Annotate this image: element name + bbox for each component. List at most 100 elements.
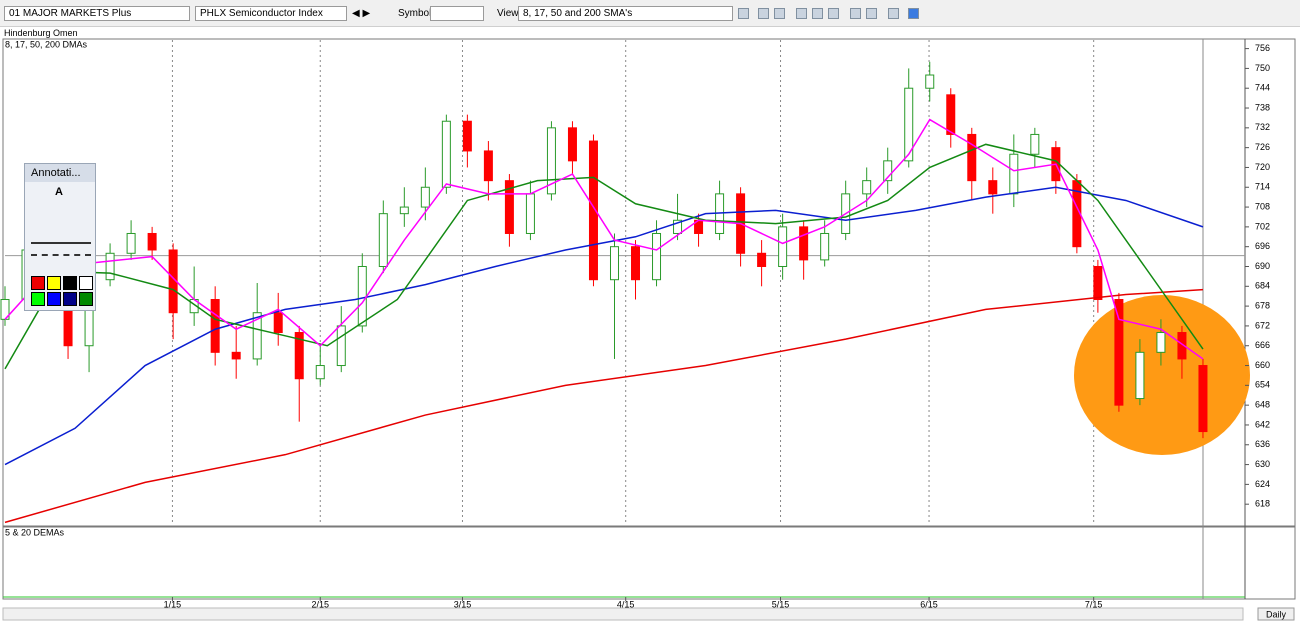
symbol-input[interactable]	[430, 6, 484, 21]
text-tool[interactable]: A	[55, 186, 63, 198]
candle-body	[673, 219, 683, 234]
color-swatch[interactable]	[47, 276, 61, 290]
y-tick-label: 648	[1255, 400, 1270, 410]
nav-arrows[interactable]: ◀ ▶	[352, 8, 371, 19]
candle-body	[967, 133, 977, 182]
y-tick-label: 642	[1255, 419, 1270, 429]
zoom-button[interactable]	[796, 8, 807, 19]
tool-button[interactable]	[774, 8, 785, 19]
x-tick-label: 4/15	[617, 599, 635, 609]
index-dropdown[interactable]: PHLX Semiconductor Index	[195, 6, 347, 21]
color-swatch[interactable]	[31, 292, 45, 306]
candle-body	[588, 140, 598, 281]
candle-body	[189, 299, 199, 314]
line-style[interactable]	[31, 254, 91, 256]
color-swatch[interactable]	[63, 276, 77, 290]
candle-body	[210, 299, 220, 353]
y-tick-label: 696	[1255, 241, 1270, 251]
candle-body	[252, 312, 262, 360]
candle-body	[988, 180, 998, 195]
candle-body	[862, 180, 872, 195]
color-swatch[interactable]	[79, 276, 93, 290]
lower-panel	[2, 526, 1296, 600]
chart-label: Hindenburg Omen	[4, 28, 78, 38]
candle-body	[168, 249, 178, 314]
candle-body	[736, 193, 746, 254]
y-tick-label: 624	[1255, 479, 1270, 489]
candle-body	[778, 226, 788, 267]
y-tick-label: 636	[1255, 439, 1270, 449]
candle-body	[925, 74, 935, 89]
period: Daily	[1266, 609, 1287, 619]
candle-body	[1135, 351, 1145, 400]
tool-button[interactable]	[866, 8, 877, 19]
scrollbar[interactable]	[2, 607, 1244, 621]
candle-body	[147, 232, 157, 251]
color-swatch[interactable]	[31, 276, 45, 290]
candle-body	[357, 265, 367, 327]
x-tick-label: 7/15	[1085, 599, 1103, 609]
view-dropdown[interactable]: 8, 17, 50 and 200 SMA's	[518, 6, 733, 21]
toolbar: 01 MAJOR MARKETS Plus PHLX Semiconductor…	[0, 0, 1300, 27]
candle-body	[504, 180, 514, 234]
x-tick-label: 3/15	[454, 599, 472, 609]
candle-body	[694, 219, 704, 234]
color-swatch[interactable]	[63, 292, 77, 306]
tool-button[interactable]	[888, 8, 899, 19]
moving-average	[4, 143, 1204, 370]
tool-button[interactable]	[738, 8, 749, 19]
x-tick-label: 1/15	[164, 599, 182, 609]
candle-body	[525, 193, 535, 234]
main-panel	[2, 38, 1296, 527]
candle-body	[1177, 332, 1187, 360]
y-tick-label: 666	[1255, 340, 1270, 350]
y-tick-label: 702	[1255, 221, 1270, 231]
color-swatch[interactable]	[47, 292, 61, 306]
line-style[interactable]	[31, 242, 91, 244]
candle-body	[336, 325, 346, 367]
candle-body	[1156, 332, 1166, 353]
symbol-label: Symbol:	[398, 8, 435, 19]
candle-body	[546, 127, 556, 195]
y-tick-label: 714	[1255, 182, 1270, 192]
period-button[interactable]	[1257, 607, 1295, 621]
y-tick-label: 726	[1255, 142, 1270, 152]
y-tick-label: 690	[1255, 261, 1270, 271]
zoom-button[interactable]	[828, 8, 839, 19]
y-tick-label: 708	[1255, 201, 1270, 211]
candle-body	[105, 252, 115, 281]
y-tick-label: 744	[1255, 83, 1270, 93]
zoom-button[interactable]	[812, 8, 823, 19]
panel-title: 8, 17, 50, 200 DMAs	[5, 39, 88, 49]
annotation-palette: Annotati... A	[24, 163, 96, 311]
list-dropdown[interactable]: 01 MAJOR MARKETS Plus	[4, 6, 190, 21]
y-tick-label: 756	[1255, 43, 1270, 53]
view-label: View:	[497, 8, 522, 19]
tool-button[interactable]	[850, 8, 861, 19]
y-tick-label: 732	[1255, 122, 1270, 132]
x-tick-label: 2/15	[311, 599, 329, 609]
candle-body	[1198, 365, 1208, 433]
candle-body	[441, 120, 451, 188]
color-swatch[interactable]	[79, 292, 93, 306]
y-tick-label: 660	[1255, 360, 1270, 370]
candle-body	[420, 186, 430, 208]
candle-body	[820, 232, 830, 261]
y-tick-label: 750	[1255, 63, 1270, 73]
candle-body	[378, 213, 388, 267]
candle-body	[1030, 133, 1040, 155]
candle-body	[631, 246, 641, 281]
moving-average	[4, 118, 1204, 360]
candle-body	[567, 127, 577, 162]
palette-title: Annotati...	[25, 164, 95, 182]
candle-body	[1051, 147, 1061, 182]
candle-body	[1093, 265, 1103, 301]
candle-body	[652, 232, 662, 281]
candle-body	[946, 94, 956, 135]
moving-average	[4, 288, 1204, 524]
tool-button[interactable]	[908, 8, 919, 19]
tool-button[interactable]	[758, 8, 769, 19]
candle-body	[757, 252, 767, 267]
